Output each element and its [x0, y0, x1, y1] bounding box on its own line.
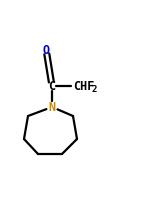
Text: N: N: [49, 101, 56, 114]
Text: CHF: CHF: [73, 80, 94, 93]
Text: O: O: [42, 43, 50, 56]
Text: C: C: [49, 80, 56, 93]
Text: 2: 2: [91, 85, 96, 94]
